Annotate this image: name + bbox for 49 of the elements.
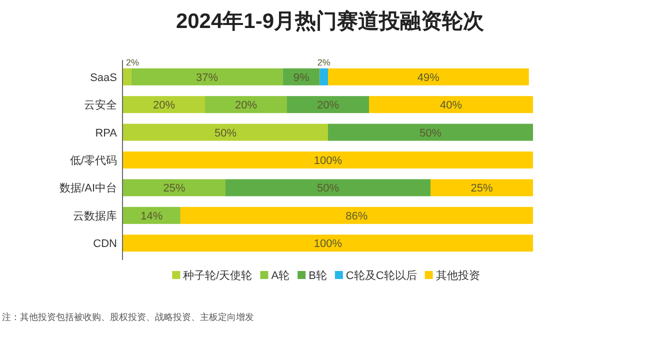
data-label: 40% <box>440 100 462 112</box>
y-tick-label: CDN <box>93 238 118 250</box>
bar <box>430 179 533 196</box>
bar <box>123 206 180 224</box>
bar <box>123 179 226 196</box>
data-label: 20% <box>152 100 176 112</box>
data-label: 25% <box>470 182 493 195</box>
data-label: 20% <box>234 100 258 112</box>
bar <box>205 96 287 114</box>
data-label: 37% <box>196 72 218 84</box>
data-label: 50% <box>316 182 340 195</box>
bar <box>328 68 529 86</box>
bar <box>123 124 328 141</box>
y-tick-label: 云数据库 <box>73 209 117 222</box>
bar <box>320 68 328 86</box>
data-label: 14% <box>140 210 163 222</box>
data-label: 2% <box>317 57 330 68</box>
bar <box>328 124 533 141</box>
data-label: 50% <box>214 127 237 140</box>
legend-label: C轮及C轮以后 <box>346 269 417 282</box>
data-label: 49% <box>417 72 440 84</box>
bar <box>123 152 533 168</box>
y-tick-label: 数据/AI中台 <box>60 182 117 195</box>
data-label: 50% <box>419 127 442 140</box>
text: 注：其他投资包括被收购、股权投资、战略投资、主板定向增发 <box>2 312 254 322</box>
bar <box>369 96 533 114</box>
bar <box>123 96 205 114</box>
y-tick-label: RPA <box>95 127 118 140</box>
legend-label: A轮 <box>271 270 290 282</box>
bar <box>131 68 283 86</box>
data-label: 2% <box>126 57 140 68</box>
bar <box>226 179 430 196</box>
bar <box>287 96 369 114</box>
data-label: 100% <box>314 238 342 250</box>
legend-label: 种子轮/天使轮 <box>183 269 252 282</box>
y-tick-label: SaaS <box>90 72 117 84</box>
legend-label: B轮 <box>308 270 327 282</box>
data-label: 100% <box>314 155 342 167</box>
y-tick-label: 云安全 <box>84 98 117 112</box>
bar <box>123 68 132 86</box>
data-label: 9% <box>293 72 310 84</box>
legend-label: 其他投资 <box>436 269 480 282</box>
data-label: 25% <box>163 182 186 195</box>
bar <box>123 234 533 252</box>
chart-title: 2024年1-9月热门赛道投融资轮次 <box>176 9 486 33</box>
bar <box>180 206 533 224</box>
data-label: 86% <box>346 210 368 222</box>
data-label: 20% <box>316 100 340 112</box>
y-tick-label: 低/零代码 <box>70 155 117 167</box>
